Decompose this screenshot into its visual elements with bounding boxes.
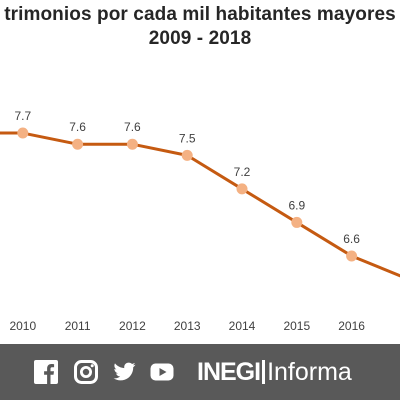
x-tick-label-2012: 2012: [119, 319, 146, 333]
data-label-2012: 7.6: [124, 120, 141, 134]
x-tick-label-2016: 2016: [338, 319, 365, 333]
chart-title-line-1: trimonios por cada mil habitantes mayore…: [4, 4, 396, 25]
brand-informa: Informa: [267, 357, 352, 386]
data-label-2011: 7.6: [69, 120, 86, 134]
data-label-2010: 7.7: [14, 109, 31, 123]
x-tick-label-2015: 2015: [283, 319, 310, 333]
brand-inegi: INEGI: [197, 357, 261, 386]
data-label-2013: 7.5: [179, 131, 196, 145]
data-point-2015: [291, 216, 303, 228]
series-line: [0, 131, 400, 278]
data-label-2015: 6.9: [288, 198, 305, 212]
data-point-2010: [17, 127, 29, 139]
instagram-icon[interactable]: [74, 360, 98, 384]
facebook-icon[interactable]: [34, 360, 58, 384]
data-point-2014: [236, 183, 248, 195]
data-label-2014: 7.2: [234, 165, 251, 179]
data-point-2012: [126, 138, 138, 150]
data-point-2016: [346, 250, 358, 262]
data-point-2013: [181, 149, 193, 161]
twitter-icon[interactable]: [112, 360, 136, 384]
inegi-informa-logo: INEGI Informa: [197, 356, 352, 388]
footer-bar: INEGI Informa: [0, 344, 400, 400]
data-point-2011: [72, 138, 84, 150]
x-tick-label-2011: 2011: [65, 319, 91, 333]
x-tick-label-2010: 2010: [9, 319, 36, 333]
chart-title: trimonios por cada mil habitantes mayore…: [0, 3, 400, 51]
youtube-icon[interactable]: [150, 360, 174, 384]
x-tick-label-2013: 2013: [174, 319, 201, 333]
brand-separator: [262, 360, 266, 384]
data-label-2016: 6.6: [343, 232, 360, 246]
chart-title-line-2: 2009 - 2018: [148, 28, 252, 49]
line-chart: 7.77.67.67.57.26.96.66201020112012201320…: [0, 109, 400, 333]
x-tick-label-2014: 2014: [229, 319, 256, 333]
